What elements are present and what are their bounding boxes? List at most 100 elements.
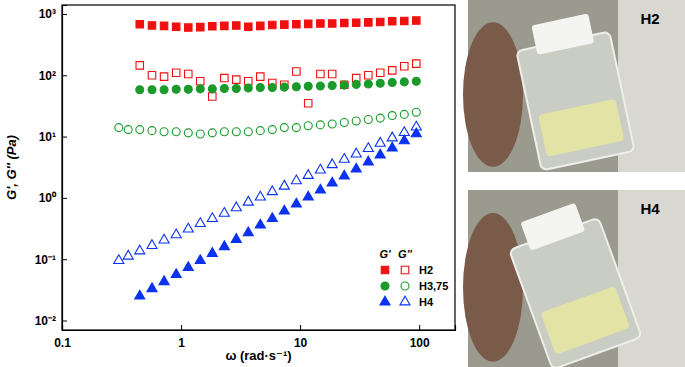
data-point [221, 22, 228, 29]
data-point [124, 126, 132, 134]
series-storage-modulus [136, 77, 421, 94]
y-tick: 10³ [39, 7, 67, 21]
data-point [231, 202, 241, 211]
data-point [148, 72, 155, 79]
y-tick: 10² [39, 69, 67, 83]
data-point [316, 82, 324, 90]
plot-marks [114, 17, 422, 299]
data-point [341, 19, 348, 26]
photo-cap [531, 13, 594, 54]
data-point [244, 84, 252, 92]
data-point [256, 127, 264, 135]
data-point [364, 80, 372, 88]
data-point [280, 124, 288, 132]
photo-panel: H2 [463, 0, 685, 172]
plot-frame [62, 5, 455, 330]
data-point [245, 23, 252, 30]
data-point [185, 70, 192, 77]
data-point [135, 290, 145, 299]
series-loss-modulus [136, 60, 420, 107]
data-point [207, 213, 217, 222]
photo-gel [538, 99, 624, 157]
data-point [412, 108, 420, 116]
data-point [339, 170, 349, 179]
data-point [291, 198, 301, 207]
data-point [183, 223, 193, 232]
data-point [196, 130, 204, 138]
data-point [160, 86, 168, 94]
data-point [304, 82, 312, 90]
series-loss-modulus [114, 121, 422, 263]
data-point [160, 73, 167, 80]
data-point [388, 79, 396, 87]
data-point [114, 255, 124, 264]
photo-hand [463, 213, 523, 362]
data-point [196, 85, 204, 93]
data-point [413, 60, 420, 67]
data-point [340, 81, 348, 89]
data-point [412, 77, 420, 85]
data-point [375, 149, 385, 158]
data-point [255, 191, 265, 200]
data-point [208, 85, 216, 93]
data-point [147, 283, 157, 292]
data-point [376, 69, 383, 76]
data-point [185, 24, 192, 31]
data-point [400, 78, 408, 86]
data-point [197, 77, 204, 84]
data-point [388, 112, 396, 120]
data-point [388, 67, 395, 74]
data-point [376, 114, 384, 122]
data-point [136, 86, 144, 94]
data-point [328, 82, 336, 90]
data-point [136, 126, 144, 134]
data-point [257, 73, 264, 80]
y-tick: 10⁻¹ [35, 253, 67, 267]
data-point [207, 248, 217, 257]
data-point [363, 156, 373, 165]
data-point [243, 227, 253, 236]
x-tick-label: 100 [410, 336, 430, 350]
photo-label: H2 [640, 10, 659, 27]
data-point [221, 74, 228, 81]
data-point [220, 84, 228, 92]
data-point [243, 196, 253, 205]
data-point [171, 229, 181, 238]
photo-label: H4 [640, 200, 660, 217]
data-point [184, 85, 192, 93]
data-point [365, 19, 372, 26]
x-tick-label: 0.1 [54, 336, 71, 350]
y-tick-mark [62, 75, 67, 76]
photo-panel: H4 [463, 190, 685, 367]
x-tick-label: 1 [178, 336, 185, 350]
legend-column-header: G'' [398, 248, 412, 260]
data-point [279, 180, 289, 189]
data-point [328, 20, 335, 27]
series-loss-modulus [115, 108, 420, 138]
photo-hand [463, 22, 523, 166]
x-tick: 100 [410, 325, 430, 350]
data-point [172, 23, 179, 30]
data-point [399, 135, 409, 144]
data-point [363, 143, 373, 152]
data-point [232, 128, 240, 136]
data-point [292, 83, 300, 91]
x-axis-line [63, 325, 456, 331]
data-point [291, 175, 301, 184]
data-point [233, 76, 240, 83]
data-point [160, 22, 167, 29]
data-point [303, 170, 313, 179]
data-point [244, 128, 252, 136]
data-point [304, 20, 311, 27]
x-tick: 1 [178, 325, 185, 350]
data-point [328, 120, 336, 128]
y-tick: 10⁰ [39, 191, 67, 205]
data-point [387, 132, 397, 141]
data-point [159, 234, 169, 243]
y-tick-label: 10¹ [39, 130, 56, 144]
legend-marker [400, 296, 410, 305]
data-point [208, 129, 216, 137]
data-point [220, 128, 228, 136]
legend-marker [381, 282, 389, 290]
x-tick-label: 10 [294, 336, 308, 350]
